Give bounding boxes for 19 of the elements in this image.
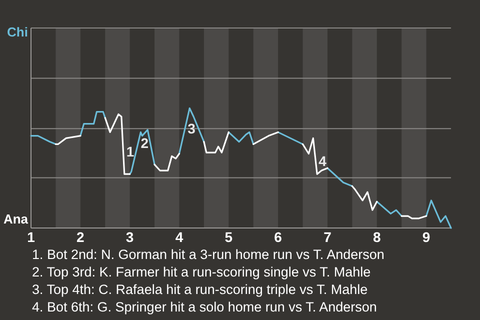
x-tick-label: 6 xyxy=(274,229,282,245)
x-tick-label: 7 xyxy=(324,229,332,245)
text: 3. Top 4th: C. Rafaela hit a run-scoring triple vs T. Mahle xyxy=(32,282,368,297)
x-tick-label: 4 xyxy=(175,229,184,245)
text: Chi xyxy=(7,24,28,40)
x-tick-label: 3 xyxy=(126,229,134,245)
x-tick-label: 9 xyxy=(422,229,430,245)
x-tick-label: 5 xyxy=(224,229,233,245)
text: 1. Bot 2nd: N. Gorman hit a 3-run home run vs T. Anderson xyxy=(32,247,384,262)
annotation: 1 xyxy=(126,143,134,160)
x-tick-label: 2 xyxy=(76,229,85,245)
x-tick-label: 1 xyxy=(27,229,36,245)
annotation: 2 xyxy=(140,134,149,151)
text: 4. Bot 6th: G. Springer hit a solo home run vs T. Anderson xyxy=(32,300,377,314)
x-tick-label: 8 xyxy=(372,229,381,245)
text: Ana xyxy=(3,211,29,226)
annotation: 4 xyxy=(318,152,327,169)
annotation: 3 xyxy=(188,120,196,136)
text: 2. Top 3rd: K. Farmer hit a run-scoring single vs T. Mahle xyxy=(32,264,371,280)
